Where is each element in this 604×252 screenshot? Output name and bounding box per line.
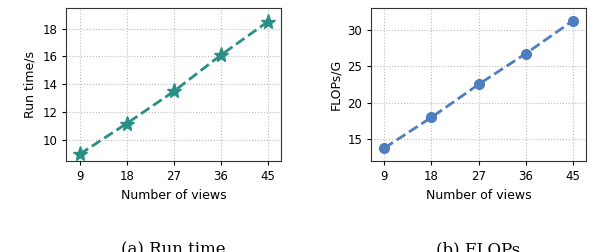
Text: (b) FLOPs: (b) FLOPs — [437, 241, 521, 252]
X-axis label: Number of views: Number of views — [426, 189, 532, 202]
X-axis label: Number of views: Number of views — [121, 189, 226, 202]
Y-axis label: Run time/s: Run time/s — [24, 51, 37, 118]
Y-axis label: FLOPs/G: FLOPs/G — [329, 59, 342, 110]
Text: (a) Run time: (a) Run time — [121, 241, 226, 252]
